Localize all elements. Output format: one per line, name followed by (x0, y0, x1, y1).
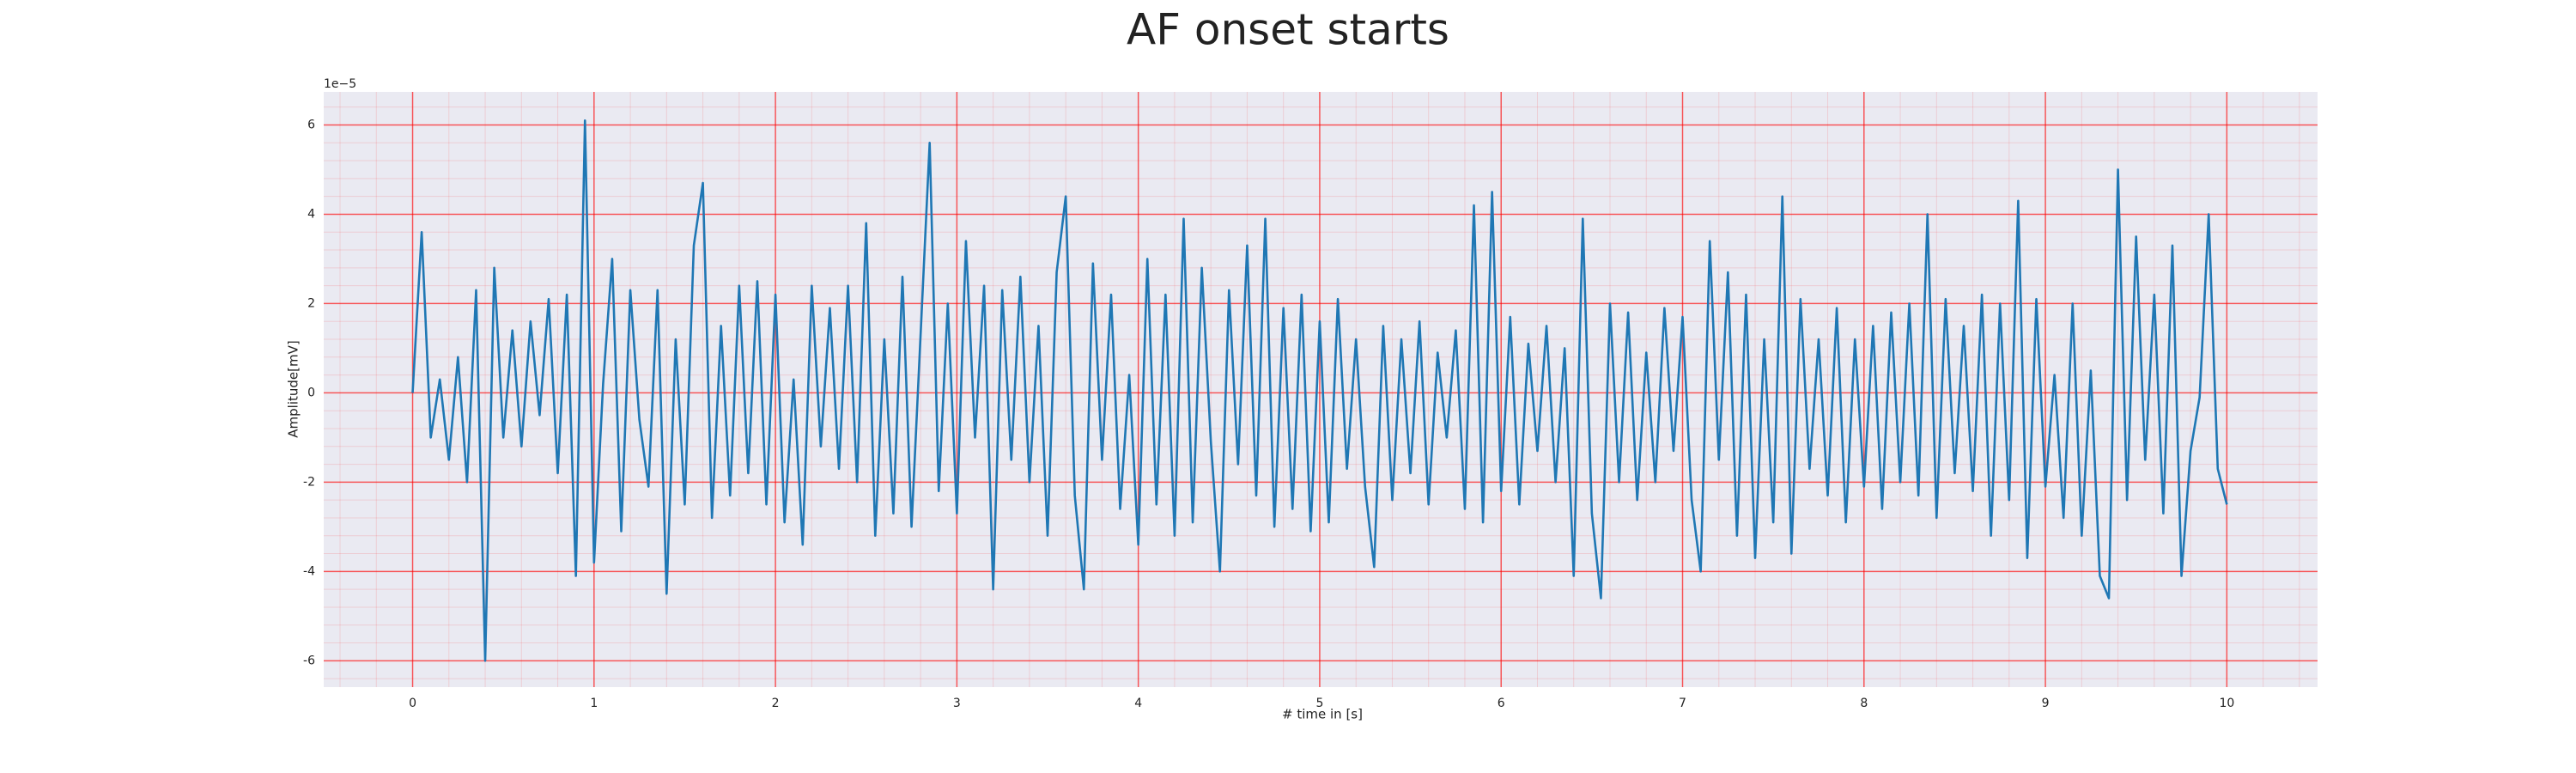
y-tick-label: -2 (303, 475, 315, 489)
y-offset-label: 1e−5 (324, 77, 356, 91)
x-tick-label: 3 (953, 697, 961, 710)
y-tick-label: 2 (307, 296, 315, 310)
x-tick-label: 4 (1134, 697, 1142, 710)
x-tick-label: 5 (1315, 697, 1323, 710)
data-line (411, 119, 2228, 662)
y-tick-label: -6 (303, 654, 315, 667)
y-tick-label: 6 (307, 118, 315, 131)
x-tick-label: 6 (1498, 697, 1505, 710)
x-tick-label: 2 (772, 697, 780, 710)
x-tick-label: 0 (409, 697, 416, 710)
y-tick-label: 0 (307, 386, 315, 399)
chart-title: AF onset starts (1127, 5, 1449, 55)
x-tick-label: 9 (2042, 697, 2050, 710)
y-axis-label: Amplitude[mV] (286, 340, 301, 437)
plot-background (324, 92, 2318, 687)
x-tick-label: 8 (1860, 697, 1868, 710)
y-tick-label: -4 (303, 564, 315, 578)
x-tick-label: 10 (2219, 697, 2234, 710)
x-tick-label: 7 (1679, 697, 1686, 710)
y-tick-label: 4 (307, 207, 315, 221)
x-axis-label: # time in [s] (1282, 707, 1363, 722)
x-tick-label: 1 (590, 697, 598, 710)
